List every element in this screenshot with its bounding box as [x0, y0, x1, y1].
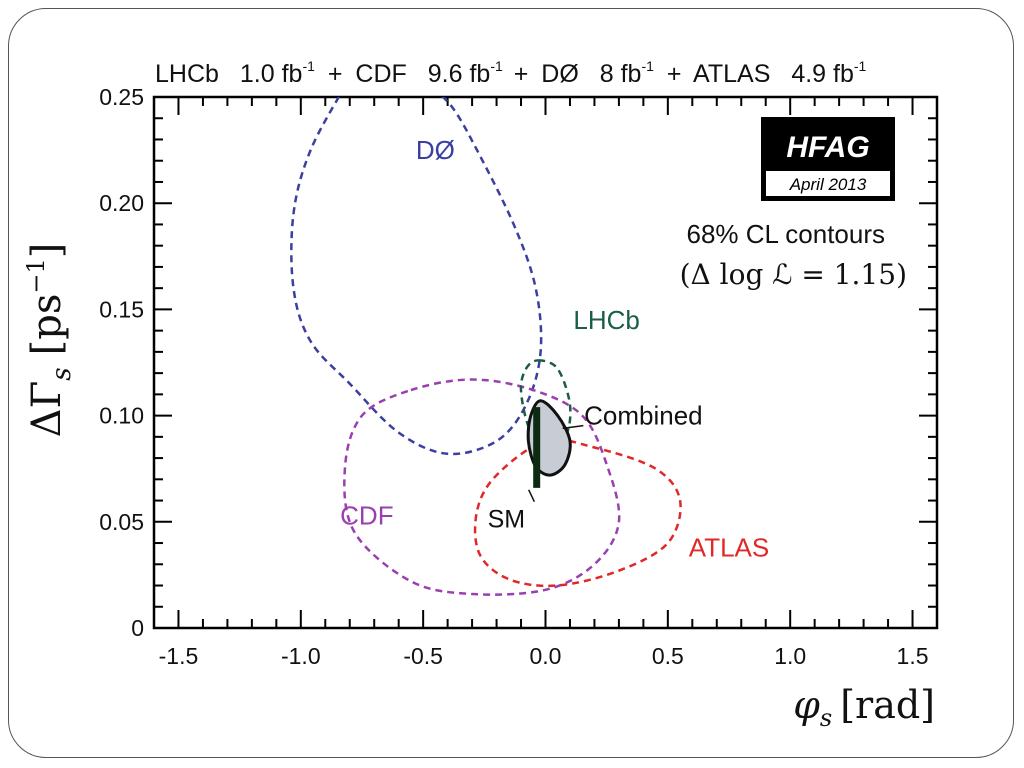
y-axis-unit-sup: −1: [22, 258, 50, 293]
y-tick-label: 0.25: [99, 84, 144, 110]
title-lhcb-lumi-sup: -1: [302, 58, 315, 74]
x-tick-label: 1.0: [774, 643, 806, 669]
y-tick-label: 0.15: [99, 296, 144, 322]
x-axis-sub: s: [820, 704, 832, 732]
hfag-badge: HFAG April 2013: [761, 117, 895, 201]
title-d0-name: DØ: [541, 60, 579, 88]
label-atlas: ATLAS: [689, 532, 769, 562]
x-axis-symbol: φ: [793, 683, 820, 727]
y-axis-label: ΔΓs [ps−1]: [22, 243, 77, 438]
x-axis-label: φs [rad]: [793, 683, 935, 732]
x-tick-label: -1.0: [281, 643, 321, 669]
title-atlas-lumi: 4.9 fb: [791, 60, 854, 88]
title-d0-lumi-sup: -1: [641, 58, 654, 74]
y-axis-unit-close: ]: [24, 243, 70, 259]
sm-label: SM: [488, 506, 526, 534]
x-tick-label: -1.5: [159, 643, 199, 669]
title-atlas-name: ATLAS: [693, 60, 770, 88]
label-cdf: CDF: [340, 500, 393, 530]
x-tick-label: 0.5: [652, 643, 684, 669]
title-cdf-lumi: 9.6 fb: [428, 60, 491, 88]
cl-note-line2: (Δ log ℒ = 1.15): [680, 258, 907, 291]
y-tick-labels: 0 0.05 0.10 0.15 0.20 0.25: [99, 84, 144, 641]
hfag-badge-date: April 2013: [789, 175, 867, 194]
label-d0: DØ: [416, 135, 455, 165]
x-tick-labels: -1.5 -1.0 -0.5 0.0 0.5 1.0 1.5: [159, 643, 929, 669]
x-tick-label: -0.5: [403, 643, 443, 669]
title-lhcb-name: LHCb: [155, 60, 219, 88]
sm-leader-line: [528, 489, 536, 502]
contour-cdf: [343, 378, 621, 596]
x-tick-label: 1.5: [897, 643, 929, 669]
combined-leader-line: [562, 424, 584, 430]
y-tick-label: 0.05: [99, 509, 144, 535]
title-atlas-lumi-sup: -1: [854, 58, 867, 74]
hfag-badge-title: HFAG: [786, 131, 869, 164]
title-lhcb-lumi: 1.0 fb: [240, 60, 303, 88]
y-axis-unit-open: [ps: [24, 294, 70, 356]
y-tick-label: 0.10: [99, 403, 144, 429]
sm-layer: SM: [488, 407, 541, 534]
title-d0-lumi: 8 fb: [600, 60, 642, 88]
label-lhcb: LHCb: [573, 305, 639, 335]
contour-labels: DØ CDF LHCb ATLAS Combined: [340, 135, 769, 562]
x-tick-label: 0.0: [530, 643, 562, 669]
contour-lhcb: [519, 359, 572, 450]
y-axis-sub: s: [47, 367, 77, 380]
chart-title: LHCb 1.0 fb-1 + CDF 9.6 fb-1 + DØ 8 fb-1…: [155, 49, 867, 88]
title-cdf-name: CDF: [355, 60, 406, 88]
axis-ticks: [154, 96, 937, 629]
y-tick-label: 0.20: [99, 190, 144, 216]
y-tick-label: 0: [131, 615, 144, 641]
title-cdf-lumi-sup: -1: [490, 58, 503, 74]
x-axis-unit: [rad]: [840, 683, 935, 727]
y-axis-symbol: ΔΓ: [24, 381, 70, 438]
contour-atlas: [473, 438, 682, 588]
label-combined: Combined: [584, 401, 703, 431]
cl-note-line1: 68% CL contours: [687, 219, 885, 249]
